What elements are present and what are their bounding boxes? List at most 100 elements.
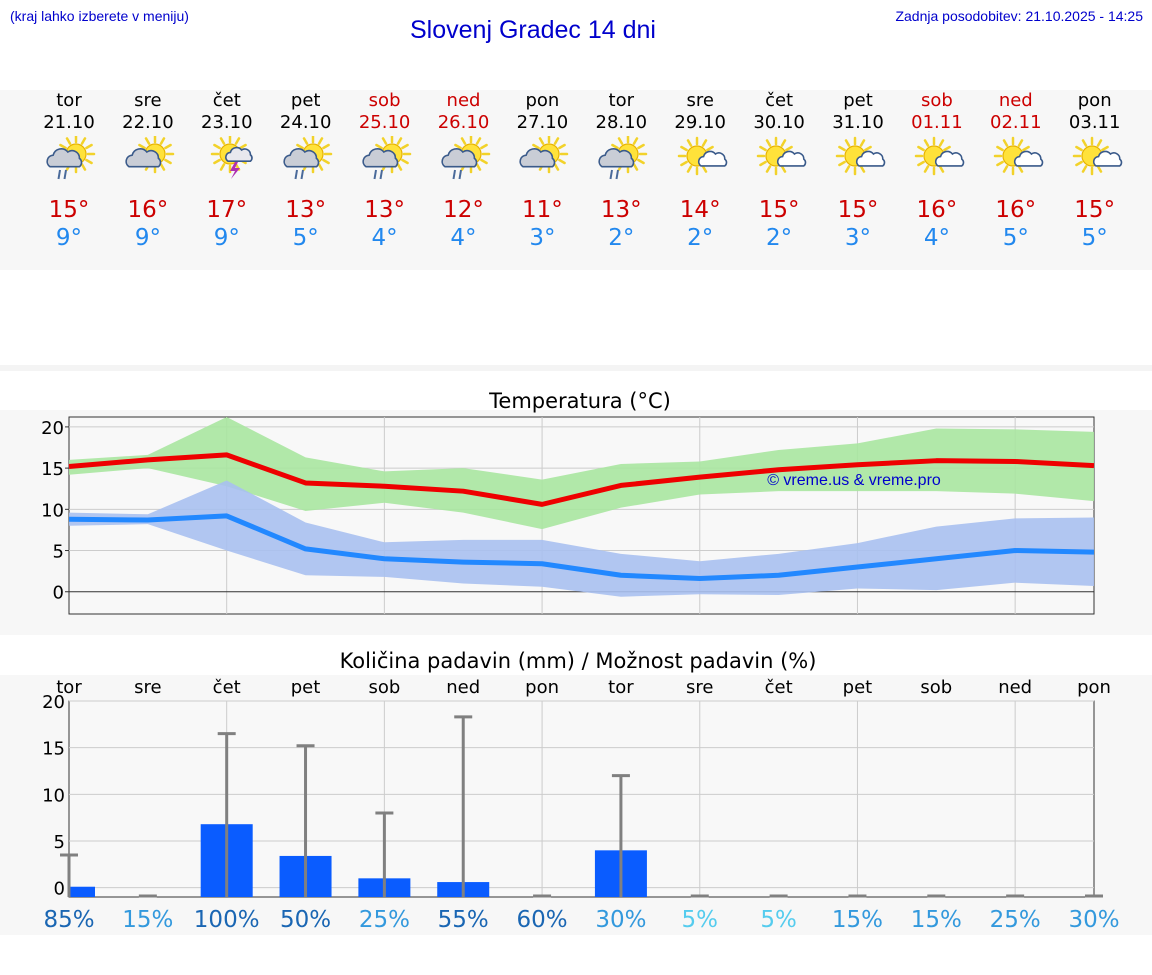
rain-drop	[452, 169, 456, 180]
day-name: pet	[290, 90, 321, 111]
sun-ray	[785, 145, 793, 152]
sun-cloud-rain-icon	[440, 136, 490, 180]
y-tick-label: 15	[42, 739, 65, 760]
cloud-body	[1092, 150, 1122, 167]
sun-ray	[554, 163, 560, 171]
sun-ray	[917, 145, 925, 152]
weather-icon-slot	[976, 134, 1056, 196]
sun-ray	[759, 145, 767, 152]
max-temp: 13°	[364, 197, 405, 223]
precip-probability: 55%	[438, 907, 489, 933]
min-temp: 3°	[844, 225, 872, 251]
sun-ray	[859, 165, 866, 173]
sun-ray	[1074, 145, 1083, 152]
sun-ray	[164, 158, 172, 165]
sun-ray	[611, 143, 620, 150]
cloud-shape	[934, 150, 965, 167]
sun-ray	[460, 137, 466, 145]
cloud-body	[224, 146, 253, 162]
cloud-body	[125, 148, 162, 168]
day-forecast: tor 21.10 15° 9°	[29, 90, 109, 252]
sun-ray	[780, 139, 787, 147]
day-name: sob	[920, 90, 953, 111]
weather-icon-slot	[739, 134, 819, 196]
max-temp-line	[68, 452, 1095, 507]
sun-small-cloud-icon	[993, 136, 1044, 176]
sun-ray	[400, 143, 409, 150]
temperature-chart-title: Temperatura (°C)	[488, 389, 671, 413]
sun-ray	[479, 158, 488, 165]
weather-icon-slot	[581, 134, 661, 196]
x-category-label: tor	[56, 677, 82, 698]
day-forecast: sob 25.10 13° 4°	[345, 90, 425, 252]
sun-ray	[475, 137, 481, 145]
cloud-body	[777, 150, 807, 167]
sun-ray	[138, 143, 146, 150]
max-temp: 15°	[1074, 197, 1116, 223]
day-date: 29.10	[674, 112, 726, 133]
sun-ray	[838, 145, 846, 152]
day-date: 26.10	[437, 112, 490, 133]
rain-drop	[373, 169, 377, 180]
sun-ray	[238, 143, 247, 150]
min-temp: 9°	[134, 225, 161, 251]
day-name: sre	[686, 90, 714, 111]
sun-ray	[475, 163, 481, 171]
x-category-label: sob	[920, 677, 952, 698]
rain-drop	[609, 169, 614, 180]
precip-probability: 30%	[595, 907, 646, 933]
x-category-label: pet	[843, 677, 873, 698]
sun-ray	[637, 143, 646, 150]
sun-ray	[686, 165, 693, 173]
cloud-body	[46, 148, 83, 168]
sun-ray	[759, 160, 767, 167]
cloud-body	[283, 148, 319, 168]
sun-ray	[396, 163, 402, 171]
day-date: 30.10	[753, 112, 805, 133]
sun-small-cloud-icon	[1072, 136, 1122, 176]
day-forecast: čet 23.10 17° 9°	[187, 90, 267, 252]
cloud-shape	[440, 148, 477, 168]
weather-icon-slot	[266, 134, 346, 196]
min-temp: 4°	[450, 225, 477, 251]
precip-bar	[69, 886, 95, 897]
sun-ray	[633, 163, 639, 171]
precip-probability: 30%	[1068, 907, 1119, 933]
sun-ray	[295, 143, 304, 150]
weather-icon-slot	[187, 134, 267, 196]
sun-ray	[317, 137, 323, 145]
sun-ray	[400, 158, 409, 165]
sun-ray	[321, 158, 330, 165]
sun-ray	[780, 165, 787, 173]
min-temp: 4°	[923, 225, 950, 251]
day-forecast: čet 30.10 15° 2°	[739, 90, 819, 252]
sun-ray	[633, 137, 639, 145]
precip-probability: 85%	[43, 907, 94, 933]
rain-drop	[458, 169, 462, 180]
plot-area	[68, 700, 1095, 898]
sun-cloud-icon	[519, 136, 569, 174]
weather-icon-slot	[660, 134, 740, 196]
day-date: 23.10	[201, 112, 253, 133]
cloud-shape	[1092, 150, 1122, 167]
sun-small-cloud-icon	[677, 136, 728, 176]
cloud-body	[519, 148, 556, 168]
sun-ray	[212, 158, 221, 165]
max-temp: 13°	[600, 197, 642, 223]
day-name: tor	[56, 90, 82, 111]
precip-probability: 50%	[280, 907, 331, 933]
sun-ray	[938, 139, 945, 147]
cloud-shape	[283, 148, 319, 168]
sun-ray	[381, 137, 387, 145]
day-name: ned	[998, 90, 1033, 111]
x-category-label: tor	[608, 677, 634, 698]
max-temp-range-band	[69, 417, 1094, 530]
max-temp: 16°	[995, 197, 1037, 223]
sun-ray	[159, 137, 166, 145]
min-temp: 9°	[213, 225, 240, 251]
sun-ray	[1002, 165, 1009, 173]
sun-ray	[1081, 165, 1087, 173]
weather-icon-slot	[818, 134, 898, 196]
rain-drop	[300, 169, 304, 180]
sun-ray	[1096, 139, 1102, 147]
